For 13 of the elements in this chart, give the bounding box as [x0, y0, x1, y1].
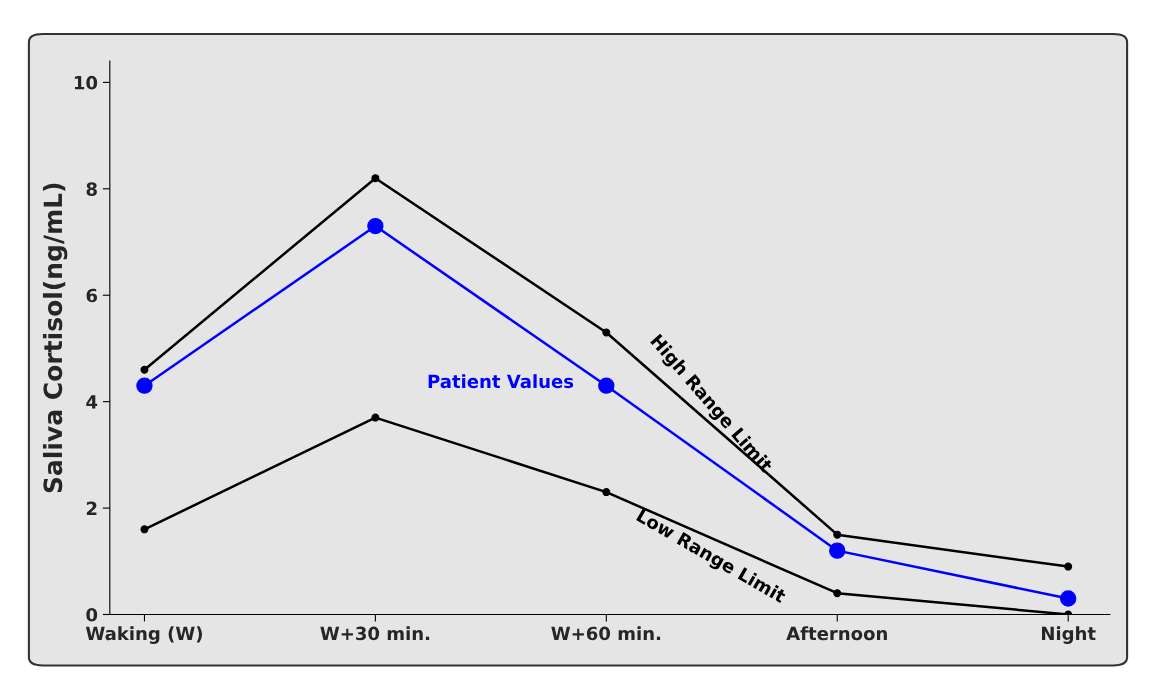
y-tick-label: 6: [86, 288, 98, 303]
x-tick-label: Waking (W): [85, 626, 202, 644]
y-tick-label: 2: [86, 501, 97, 515]
x-tick-label: Afternoon: [786, 626, 887, 641]
x-tick-label: W+30 min.: [320, 626, 430, 641]
x-tick-label: Night: [1042, 626, 1096, 644]
y-tick-label: 4: [86, 395, 98, 409]
x-tick-label: W+60 min.: [551, 626, 661, 641]
y-axis-title: Saliva Cortisol(ng/mL): [42, 183, 68, 493]
y-tick-label: 8: [86, 182, 97, 196]
y-tick-label: 0: [86, 607, 98, 622]
y-tick-label: 10: [74, 75, 98, 90]
series-label: Patient Values: [428, 374, 574, 389]
